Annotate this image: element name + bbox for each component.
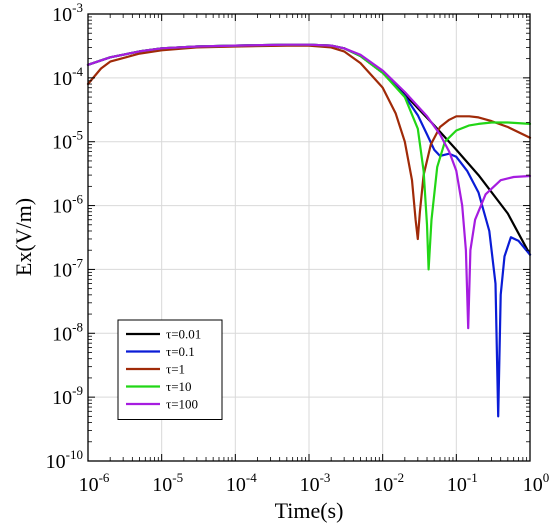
x-tick-label: 10-5 (152, 470, 183, 496)
plot-frame (87, 13, 531, 462)
series-line (86, 43, 532, 330)
axis-ticks (87, 13, 531, 462)
series-line (86, 44, 532, 241)
x-tick-label: 10-4 (226, 470, 257, 496)
y-tick-label: 10-3 (52, 0, 83, 26)
x-tick-label: 10-6 (79, 470, 110, 496)
x-tick-label: 10-3 (300, 470, 331, 496)
legend-label: τ=100 (166, 397, 198, 412)
legend-label: τ=0.01 (166, 327, 201, 342)
y-tick-label: 10-7 (52, 255, 83, 281)
y-tick-labels: 10-10 10-9 10-8 10-7 10-6 10-5 10-4 10-3 (46, 0, 84, 473)
y-axis-title: Ex(V/m) (11, 198, 36, 276)
x-tick-label: 100 (523, 470, 550, 496)
y-tick-label: 10-8 (52, 319, 83, 345)
legend: τ=0.01 τ=0.1 τ=1 τ=10 τ=100 (117, 319, 223, 420)
grid-lines (88, 14, 530, 461)
y-tick-label: 10-6 (52, 192, 83, 218)
y-tick-label: 10-5 (52, 128, 83, 154)
x-axis-title: Time(s) (275, 498, 344, 523)
legend-label: τ=0.1 (166, 344, 195, 359)
x-tick-label: 10-1 (447, 470, 478, 496)
y-tick-label: 10-4 (52, 64, 83, 90)
x-tick-label: 10-2 (373, 470, 404, 496)
y-tick-label: 10-10 (46, 447, 83, 473)
series-lines (86, 43, 532, 418)
legend-label: τ=10 (166, 379, 192, 394)
x-tick-labels: 10-6 10-5 10-4 10-3 10-2 10-1 100 (79, 470, 550, 496)
legend-label: τ=1 (166, 362, 185, 377)
y-tick-label: 10-9 (52, 383, 83, 409)
